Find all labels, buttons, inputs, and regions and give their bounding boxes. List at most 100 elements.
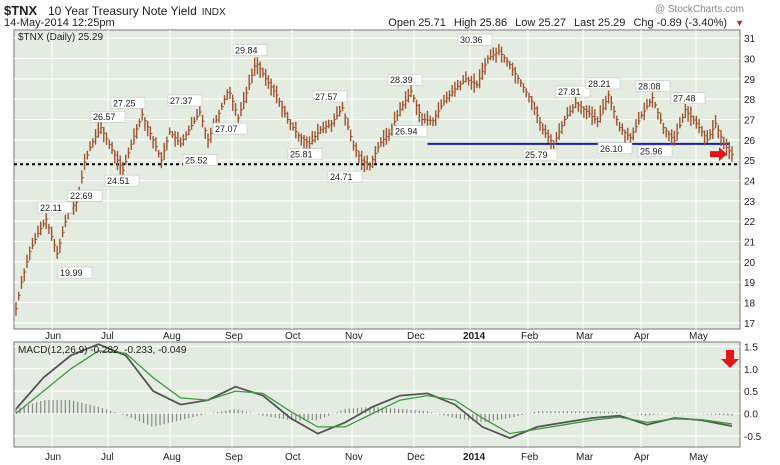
price-x-tick-label: Jul	[101, 331, 114, 342]
chart-header: $TNX 10 Year Treasury Note Yield INDX 14-…	[0, 0, 780, 30]
price-annotation-label: 25.52	[185, 156, 208, 166]
price-annotation-label: 22.69	[70, 191, 93, 201]
macd-legend: MACD(12,26,9) -0.282, -0.233, -0.049	[18, 345, 187, 356]
macd-y-tick-label: -0.5	[744, 432, 762, 443]
price-y-tick-label: 21	[744, 238, 756, 249]
annotation-box	[522, 148, 558, 161]
price-annotation-label: 26.57	[93, 112, 116, 122]
annotation-box	[104, 174, 140, 187]
price-annotation-label: 27.25	[113, 98, 136, 108]
chg-label: Chg	[633, 17, 654, 29]
high-label: High	[453, 17, 477, 29]
macd-panel: -0.5 0.0 0.5 1.0 1.5 Jun Jul Aug Sep Oct Nov Dec 201…	[13, 341, 762, 463]
annotation-box	[597, 142, 633, 155]
macd-x-tick-label: Jul	[101, 452, 114, 463]
price-annotation-label: 27.48	[673, 94, 696, 104]
macd-x-tick-label: Mar	[576, 452, 594, 463]
price-bars	[15, 43, 734, 316]
ticker-symbol: $TNX	[4, 3, 38, 18]
price-annotation-label: 29.84	[235, 46, 258, 56]
price-annotation-label: 28.08	[638, 82, 661, 92]
macd-x-tick-label: Dec	[407, 452, 425, 463]
macd-x-tick-label: Sep	[225, 452, 243, 463]
price-annotation-label: 24.51	[107, 176, 130, 186]
annotation-box	[90, 110, 126, 123]
high-value: 25.86	[479, 17, 508, 29]
price-x-tick-label: Nov	[345, 331, 363, 342]
price-panel: 17 18 19 20 21 22 23 24 25 26 27 28 29 30 31 Jun Jul Aug S…	[13, 29, 756, 342]
annotation-box	[167, 94, 203, 107]
macd-y-tick-label: 1.0	[744, 365, 758, 376]
price-x-tick-label: 2014	[463, 331, 486, 342]
price-y-tick-label: 24	[744, 177, 756, 188]
price-x-tick-label: May	[689, 331, 708, 342]
red-arrow-right-icon	[710, 147, 727, 162]
price-annotation-label: 24.71	[330, 172, 353, 182]
price-y-tick-label: 30	[744, 54, 756, 65]
price-annotation-label: 25.79	[525, 150, 548, 160]
price-annotation-label: 27.57	[315, 92, 338, 102]
macd-line	[15, 343, 733, 440]
annotation-box	[287, 148, 323, 160]
exchange-label: INDX	[201, 7, 226, 18]
price-legend: $TNX (Daily) 25.29	[18, 32, 103, 43]
price-annotation-label: 22.11	[40, 203, 62, 213]
price-annotation-label: 26.10	[600, 144, 623, 154]
annotation-box	[212, 122, 248, 135]
price-annotation-label: 25.96	[640, 147, 663, 157]
macd-x-tick-label: 2014	[463, 452, 486, 463]
price-x-tick-label: Sep	[225, 331, 243, 342]
macd-y-tick-label: 0.5	[744, 387, 758, 398]
annotation-box	[392, 125, 428, 137]
macd-plot-area	[13, 341, 741, 448]
price-x-tick-label: Aug	[163, 331, 181, 342]
price-annotation-label: 28.21	[588, 79, 611, 89]
annotation-box	[670, 92, 706, 104]
chart-title: 10 Year Treasury Note Yield INDX	[48, 4, 226, 18]
open-value: 25.71	[418, 17, 446, 29]
macd-y-tick-label: 1.5	[744, 342, 758, 353]
timestamp: 14-May-2014 12:25pm	[4, 17, 115, 29]
annotation-box	[637, 145, 673, 157]
price-y-tick-label: 20	[744, 258, 756, 269]
signal-line	[15, 350, 733, 435]
annotation-box	[37, 201, 73, 214]
price-x-tick-label: Feb	[521, 331, 539, 342]
macd-x-tick-label: Aug	[163, 452, 181, 463]
last-value: 25.29	[597, 17, 626, 29]
price-y-tick-label: 31	[744, 34, 756, 45]
low-value: 25.27	[538, 17, 566, 29]
chg-value: -0.89 (-3.40%)	[656, 17, 728, 29]
price-y-tick-label: 27	[744, 115, 756, 126]
copyright: @ StockCharts.com	[654, 4, 744, 15]
price-y-tick-label: 29	[744, 75, 756, 86]
price-annotation-label: 27.07	[215, 124, 238, 134]
macd-x-tick-label: May	[689, 452, 708, 463]
low-label: Low	[515, 17, 536, 29]
price-x-tick-label: Mar	[576, 331, 594, 342]
annotation-box	[182, 154, 218, 166]
annotation-box	[555, 85, 591, 98]
open-label: Open	[388, 17, 416, 29]
price-y-tick-label: 18	[744, 299, 756, 310]
last-label: Last	[574, 17, 595, 29]
price-annotation-label: 26.94	[395, 127, 418, 137]
annotation-box	[387, 73, 423, 86]
annotation-box	[67, 189, 103, 202]
price-annotation-label: 30.36	[460, 35, 483, 45]
annotation-box	[232, 44, 268, 56]
macd-y-tick-label: 0.0	[744, 409, 758, 420]
price-annotation-label: 27.81	[558, 87, 581, 97]
annotation-box	[57, 266, 93, 279]
down-triangle-icon: ▼	[735, 18, 744, 28]
annotation-box	[327, 170, 363, 183]
price-annotation-label: 27.37	[170, 96, 193, 106]
price-annotation-label: 25.81	[290, 150, 313, 160]
price-y-tick-label: 28	[744, 95, 756, 106]
price-y-tick-label: 22	[744, 217, 756, 228]
macd-x-tick-label: Nov	[345, 452, 363, 463]
annotation-box	[312, 90, 348, 103]
price-x-tick-label: Oct	[285, 331, 301, 342]
macd-x-tick-label: Oct	[285, 452, 301, 463]
